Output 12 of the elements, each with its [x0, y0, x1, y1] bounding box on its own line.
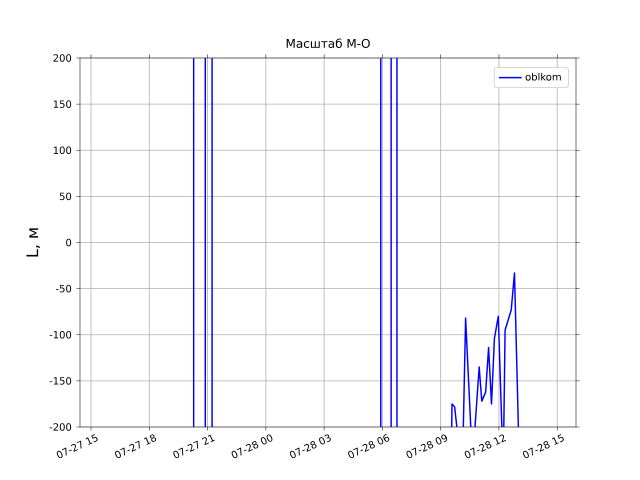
y-tick-label: 50 [60, 192, 72, 200]
y-tick-label: 200 [53, 54, 72, 62]
y-tick-label: -100 [50, 330, 72, 339]
legend-label: oblkom [526, 72, 561, 81]
y-tick-label: -50 [56, 284, 72, 292]
y-tick-label: -200 [50, 423, 72, 431]
y-tick-label: -150 [50, 377, 72, 385]
y-axis-title: L, м [26, 228, 40, 257]
chart-title: Масштаб М-О [286, 38, 370, 48]
y-tick-label: 150 [54, 100, 72, 108]
y-tick-label: 0 [66, 238, 72, 246]
y-tick-label: 100 [54, 146, 72, 154]
